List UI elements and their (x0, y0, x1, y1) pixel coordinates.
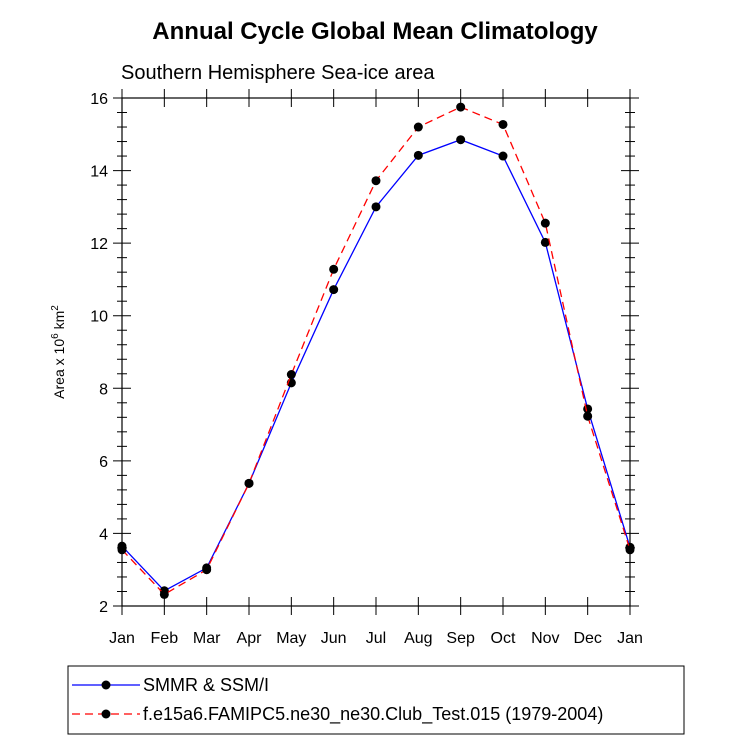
series-1-point (329, 264, 339, 274)
y-tick-label: 4 (99, 526, 108, 543)
legend-label-0: SMMR & SSM/I (143, 675, 269, 695)
plot-frame (121, 97, 631, 607)
legend-marker-0 (101, 680, 111, 690)
y-tick-label: 2 (99, 599, 108, 616)
axis-ticks (113, 89, 639, 615)
legend-box (67, 665, 685, 735)
series-1-point (202, 565, 212, 575)
x-tick-label: Oct (491, 630, 516, 647)
series-0-point (413, 150, 423, 160)
series-1-point (371, 176, 381, 186)
series-0-point (498, 151, 508, 161)
x-tick-label: Jan (109, 630, 135, 647)
y-axis-label: Area x 106 km2 (50, 305, 67, 399)
series-0-point (456, 135, 466, 145)
series-1-point (456, 102, 466, 112)
chart-title: Annual Cycle Global Mean Climatology (152, 18, 598, 45)
x-tick-label: Feb (151, 630, 179, 647)
series-0-point (329, 285, 339, 295)
y-tick-label: 6 (99, 454, 108, 471)
series-1-point (413, 122, 423, 132)
series-1-point (286, 369, 296, 379)
x-tick-label: Aug (404, 630, 432, 647)
legend: SMMR & SSM/I f.e15a6.FAMIPC5.ne30_ne30.Cl… (67, 665, 685, 735)
chart-subtitle: Southern Hemisphere Sea-ice area (121, 62, 435, 84)
x-tick-label: Sep (446, 630, 475, 647)
series-layer (117, 102, 635, 599)
x-tick-labels: Jan Feb Mar Apr May Jun Jul Aug Sep Oct Nov Dec Jan (109, 630, 643, 647)
y-tick-label: 12 (90, 236, 108, 253)
legend-label-1: f.e15a6.FAMIPC5.ne30_ne30.Club_Test.015 … (143, 704, 603, 725)
x-tick-label: Apr (237, 630, 263, 647)
y-tick-label: 14 (90, 164, 108, 181)
x-tick-label: Dec (573, 630, 601, 647)
series-0-point (371, 202, 381, 212)
y-tick-label: 16 (90, 91, 108, 108)
series-1-point (540, 218, 550, 228)
x-tick-label: Mar (193, 630, 221, 647)
x-tick-label: Jun (321, 630, 347, 647)
y-tick-label: 10 (90, 309, 108, 326)
x-tick-label: Jul (366, 630, 386, 647)
legend-marker-1 (101, 709, 111, 719)
x-tick-label: Nov (531, 630, 559, 647)
series-1-point (583, 411, 593, 421)
x-tick-label: Jan (617, 630, 643, 647)
y-tick-label: 8 (99, 381, 108, 398)
series-1-point (244, 478, 254, 488)
x-tick-label: May (276, 630, 306, 647)
y-tick-labels: 2 4 6 8 10 12 14 16 (90, 91, 108, 616)
series-1-point (498, 119, 508, 129)
series-1-point (159, 589, 169, 599)
series-0-point (540, 237, 550, 247)
